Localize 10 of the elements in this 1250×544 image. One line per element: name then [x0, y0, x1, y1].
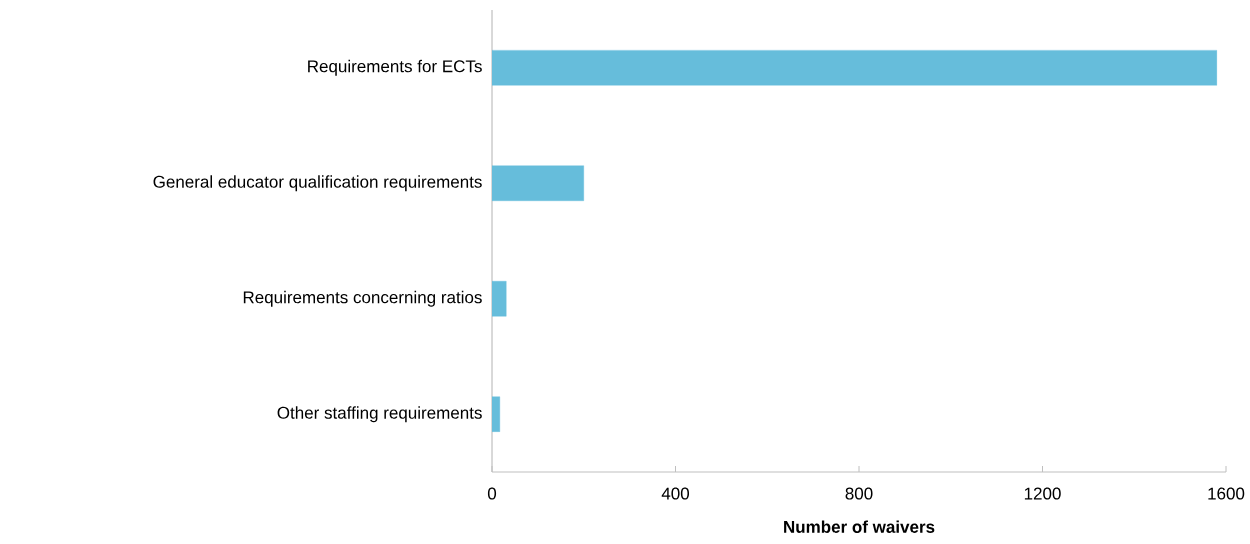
y-tick-label: Requirements for ECTs [308, 59, 482, 76]
x-tick-label: 800 [845, 487, 873, 500]
x-tick-label: 0 [487, 487, 497, 500]
x-axis-title: Number of waivers [784, 520, 935, 533]
y-tick-label: Other staffing requirements [277, 406, 482, 423]
x-tick-label: 1600 [1208, 487, 1245, 500]
y-tick-label: Requirements concerning ratios [243, 290, 482, 307]
x-tick-label: 400 [661, 487, 690, 500]
y-tick-label: General educator qualification requirements [153, 175, 482, 192]
x-tick-label: 1200 [1024, 487, 1061, 500]
